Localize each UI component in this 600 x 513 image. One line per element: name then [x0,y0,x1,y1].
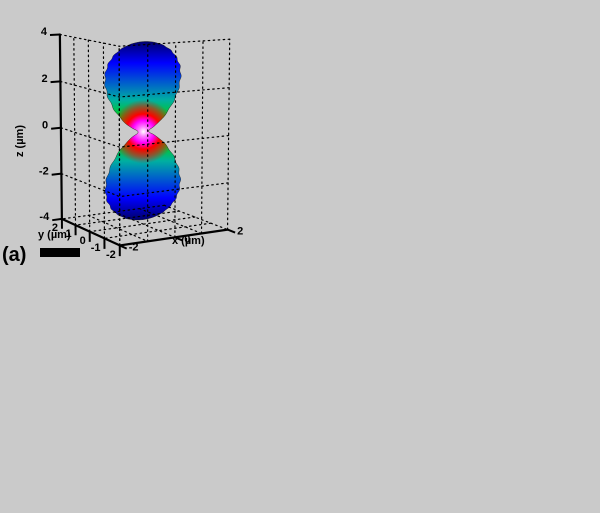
svg-text:-2: -2 [129,242,139,254]
svg-text:-4: -4 [39,211,50,223]
svg-text:-2: -2 [106,249,116,260]
svg-text:2: 2 [237,226,243,238]
svg-text:0: 0 [80,235,86,247]
svg-text:-1: -1 [91,242,101,254]
svg-text:-2: -2 [39,166,49,178]
svg-text:0: 0 [42,120,48,132]
svg-text:4: 4 [41,26,48,38]
svg-text:2: 2 [41,73,47,85]
